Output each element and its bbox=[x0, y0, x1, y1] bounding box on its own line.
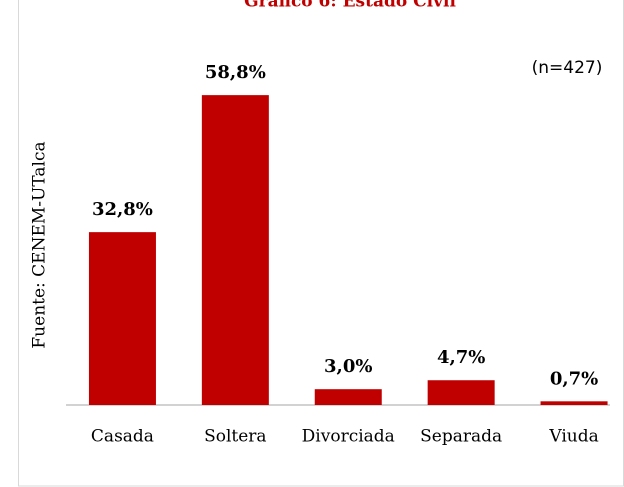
y-axis-label: Fuente: CENEM-UTalca bbox=[30, 141, 50, 348]
x-tick-label: Viuda bbox=[548, 427, 598, 447]
x-tick-label: Soltera bbox=[204, 427, 266, 447]
bar bbox=[427, 380, 495, 405]
x-tick-label: Casada bbox=[91, 427, 154, 447]
x-tick-label: Separada bbox=[420, 427, 502, 447]
chart-title: Gráfico 6: Estado Civil bbox=[244, 0, 456, 12]
value-label: 58,8% bbox=[205, 62, 266, 83]
value-label: 32,8% bbox=[92, 199, 153, 220]
bar bbox=[540, 401, 608, 405]
annotation: (n=427) bbox=[532, 58, 603, 78]
x-tick-label: Divorciada bbox=[302, 427, 395, 447]
value-label: 4,7% bbox=[437, 347, 485, 368]
bar bbox=[88, 232, 156, 405]
bar bbox=[201, 95, 269, 406]
value-label: 3,0% bbox=[324, 356, 372, 377]
bar bbox=[314, 389, 382, 405]
value-label: 0,7% bbox=[550, 368, 598, 389]
